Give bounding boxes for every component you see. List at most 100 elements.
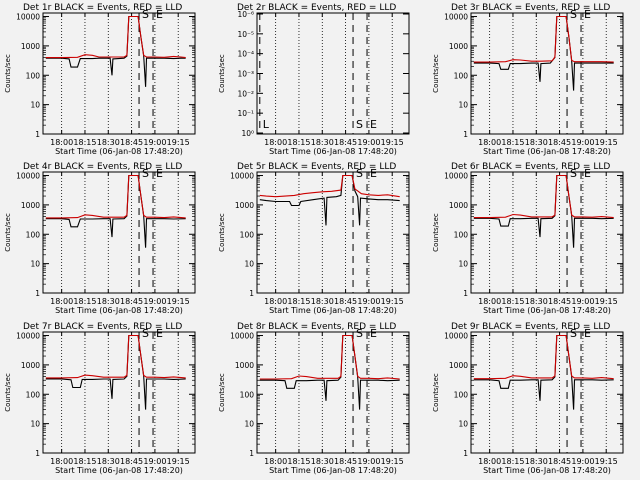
y-tick-label: 1000 bbox=[235, 201, 254, 210]
y-tick-label: 1 bbox=[249, 449, 254, 458]
event-marker-label: S bbox=[570, 327, 577, 340]
y-tick-label: 1000 bbox=[235, 361, 254, 370]
y-tick-label: 1000 bbox=[449, 361, 468, 370]
event-marker-label: S bbox=[142, 167, 149, 180]
x-tick-label: 18:45 bbox=[120, 297, 143, 306]
event-marker-label: E bbox=[584, 8, 591, 21]
chart-title: Det 9r BLACK = Events, RED = LLD bbox=[451, 322, 610, 332]
x-axis-label: Start Time (06-Jan-08 17:48:20) bbox=[269, 306, 397, 315]
y-tick-label: 100 bbox=[240, 230, 255, 239]
y-tick-label: 10 bbox=[458, 101, 468, 110]
x-tick-label: 19:15 bbox=[167, 297, 190, 306]
event-marker-label: E bbox=[370, 167, 377, 180]
y-axis-label: Counts/sec bbox=[218, 373, 226, 412]
lld-series-line bbox=[45, 15, 186, 59]
y-axis-label: Counts/sec bbox=[218, 213, 226, 252]
y-tick-label: 100 bbox=[454, 230, 469, 239]
lld-series-line bbox=[473, 334, 614, 380]
events-series-line bbox=[45, 174, 186, 248]
x-tick-label: 18:15 bbox=[287, 457, 310, 466]
x-tick-label: 18:15 bbox=[73, 457, 96, 466]
y-tick-label: 10000 bbox=[16, 172, 40, 181]
x-tick-label: 18:15 bbox=[287, 297, 310, 306]
x-tick-label: 18:45 bbox=[334, 457, 357, 466]
y-tick-label: 10⁻² bbox=[237, 89, 254, 98]
x-tick-label: 19:15 bbox=[595, 457, 618, 466]
y-tick-label: 10 bbox=[458, 420, 468, 429]
events-series-line bbox=[473, 334, 614, 410]
y-tick-label: 10⁻³ bbox=[237, 70, 254, 79]
event-marker-label: E bbox=[584, 167, 591, 180]
x-tick-label: 18:00 bbox=[264, 457, 287, 466]
x-tick-label: 19:00 bbox=[143, 457, 166, 466]
y-tick-label: 10⁻⁴ bbox=[237, 50, 254, 59]
y-tick-label: 1 bbox=[35, 449, 40, 458]
plot-frame bbox=[470, 12, 624, 135]
x-tick-label: 18:00 bbox=[478, 138, 501, 147]
x-tick-label: 19:15 bbox=[381, 297, 404, 306]
x-axis-label: Start Time (06-Jan-08 17:48:20) bbox=[269, 466, 397, 475]
plot-frame bbox=[42, 331, 196, 454]
y-tick-label: 10 bbox=[30, 420, 40, 429]
x-tick-label: 19:15 bbox=[167, 457, 190, 466]
event-marker-label: E bbox=[584, 327, 591, 340]
x-tick-label: 18:30 bbox=[311, 457, 334, 466]
y-tick-label: 1000 bbox=[21, 42, 40, 51]
event-marker-label: S bbox=[356, 327, 363, 340]
y-tick-label: 1 bbox=[35, 130, 40, 139]
x-tick-label: 18:30 bbox=[525, 138, 548, 147]
chart-title: Det 8r BLACK = Events, RED = LLD bbox=[237, 322, 396, 332]
y-tick-label: 100 bbox=[26, 71, 41, 80]
chart-title: Det 1r BLACK = Events, RED = LLD bbox=[23, 3, 182, 13]
chart-panel-1: Det 1r BLACK = Events, RED = LLD 18:00 18:… bbox=[4, 3, 196, 156]
y-tick-label: 10⁰ bbox=[241, 129, 254, 138]
x-tick-label: 19:00 bbox=[143, 297, 166, 306]
x-tick-label: 19:00 bbox=[143, 138, 166, 147]
x-axis-label: Start Time (06-Jan-08 17:48:20) bbox=[55, 306, 183, 315]
y-axis-label: Counts/sec bbox=[432, 213, 440, 252]
x-tick-label: 18:45 bbox=[334, 297, 357, 306]
plot-frame bbox=[256, 331, 410, 454]
x-tick-label: 18:30 bbox=[525, 457, 548, 466]
x-tick-label: 19:00 bbox=[571, 297, 594, 306]
x-tick-label: 19:00 bbox=[357, 297, 380, 306]
event-marker-label: S bbox=[570, 167, 577, 180]
lld-series-line bbox=[45, 334, 186, 379]
chart-title: Det 6r BLACK = Events, RED = LLD bbox=[451, 162, 610, 172]
x-tick-label: 18:30 bbox=[97, 457, 120, 466]
x-tick-label: 18:15 bbox=[73, 138, 96, 147]
y-tick-label: 100 bbox=[26, 390, 41, 399]
x-tick-label: 18:30 bbox=[311, 297, 334, 306]
y-tick-label: 1 bbox=[463, 130, 468, 139]
x-tick-label: 18:45 bbox=[548, 457, 571, 466]
x-tick-label: 18:00 bbox=[478, 457, 501, 466]
x-tick-label: 19:00 bbox=[571, 138, 594, 147]
x-tick-label: 19:15 bbox=[381, 138, 404, 147]
y-tick-label: 10 bbox=[30, 101, 40, 110]
y-tick-label: 10⁻⁵ bbox=[237, 30, 254, 39]
x-tick-label: 18:00 bbox=[478, 297, 501, 306]
x-tick-label: 18:00 bbox=[50, 138, 73, 147]
events-series-line bbox=[259, 334, 400, 410]
x-tick-label: 18:45 bbox=[120, 457, 143, 466]
y-tick-label: 10 bbox=[244, 420, 254, 429]
x-axis-label: Start Time (06-Jan-08 17:48:20) bbox=[483, 306, 611, 315]
x-tick-label: 18:15 bbox=[501, 297, 524, 306]
y-tick-label: 10000 bbox=[230, 172, 254, 181]
events-series-line bbox=[473, 174, 614, 248]
x-axis-label: Start Time (06-Jan-08 17:48:20) bbox=[483, 466, 611, 475]
x-tick-label: 18:15 bbox=[501, 457, 524, 466]
lld-series-line bbox=[259, 334, 400, 380]
event-marker-label: E bbox=[370, 327, 377, 340]
x-tick-label: 18:45 bbox=[334, 138, 357, 147]
plot-frame bbox=[42, 171, 196, 294]
y-axis-label: Counts/sec bbox=[4, 213, 12, 252]
event-marker-label: S bbox=[570, 8, 577, 21]
event-marker-label: S bbox=[142, 8, 149, 21]
chart-title: Det 4r BLACK = Events, RED = LLD bbox=[23, 162, 182, 172]
